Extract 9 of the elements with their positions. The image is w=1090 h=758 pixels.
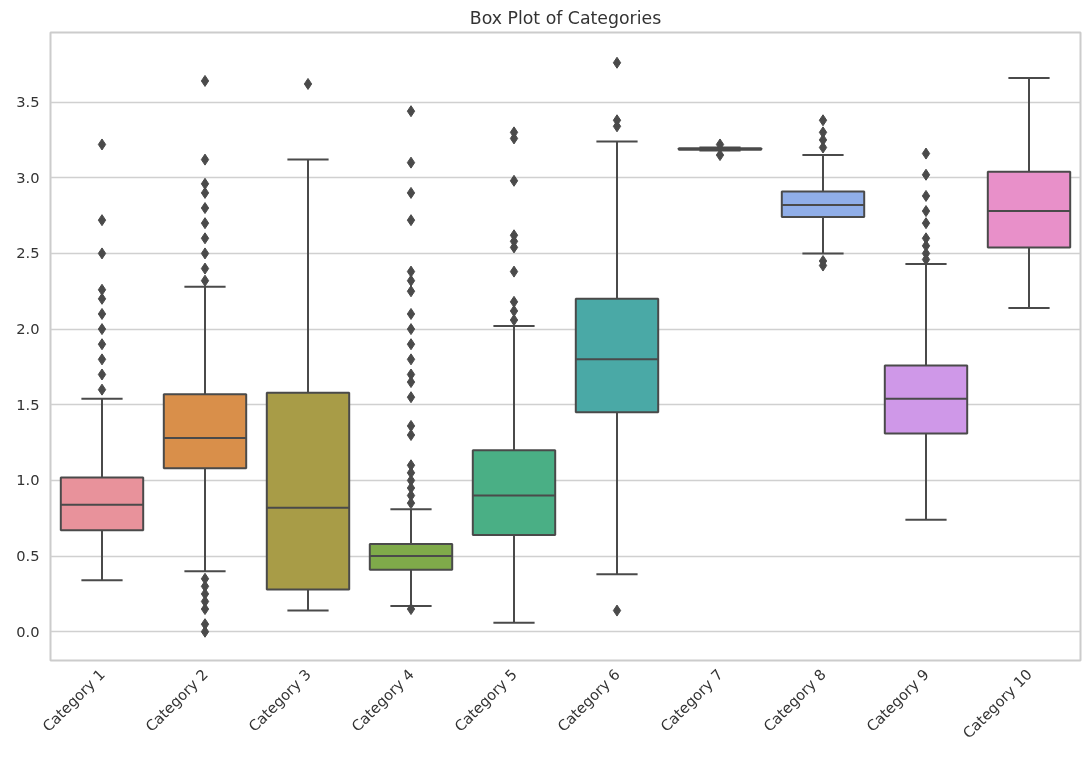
y-tick-label: 3.0: [16, 168, 40, 186]
chart-title: Box Plot of Categories: [469, 7, 662, 28]
y-tick-label: 1.5: [16, 395, 40, 413]
y-tick-label: 2.0: [16, 320, 40, 338]
y-tick-label: 0.5: [16, 547, 40, 565]
y-tick-label: 1.0: [16, 471, 40, 489]
y-tick-label: 3.5: [16, 93, 40, 111]
y-tick-label: 0.0: [16, 622, 40, 640]
y-tick-label: 2.5: [16, 244, 40, 262]
